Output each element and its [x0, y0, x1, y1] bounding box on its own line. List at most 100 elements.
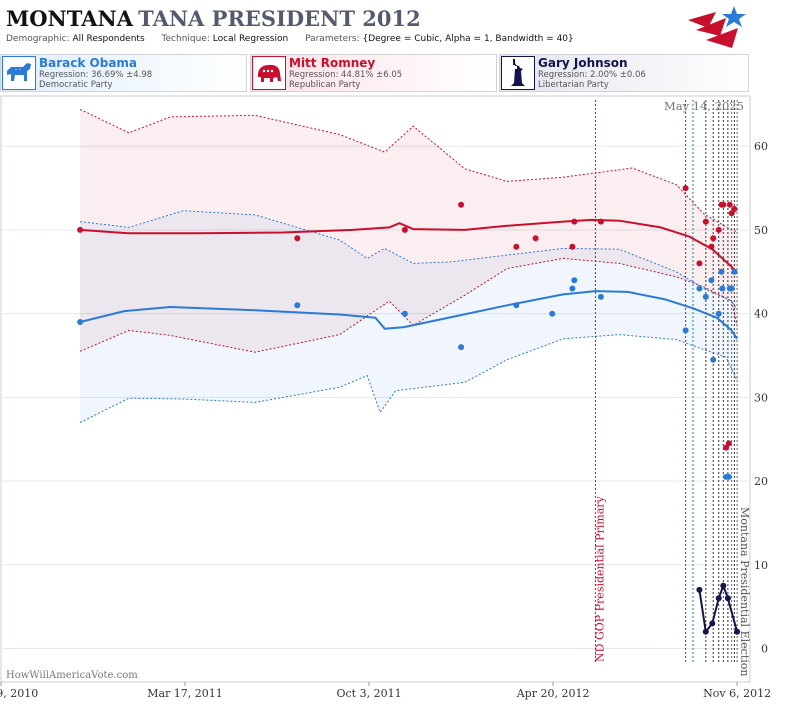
y-tick-label: 30 — [754, 391, 768, 404]
poll-point-obama — [569, 285, 576, 292]
annotation-election-label: Montana Presidential Election — [738, 507, 751, 676]
legend: Barack Obama Regression: 36.69% ±4.98 De… — [0, 54, 749, 92]
poll-point-johnson — [720, 582, 727, 589]
chart-title: MONTANA TANA PRESIDENT 2012 — [6, 6, 421, 34]
band-upper-obama — [80, 210, 738, 310]
parameters-label: Parameters: — [305, 34, 360, 44]
poll-point-romney — [458, 201, 465, 208]
demographic-value: All Respondents — [72, 34, 145, 44]
poll-point-romney — [401, 226, 408, 233]
poll-point-obama — [728, 285, 735, 292]
poll-point-romney — [513, 243, 520, 250]
x-tick-label: Mar 17, 2011 — [147, 687, 223, 700]
poll-point-romney — [725, 440, 732, 447]
technique-value: Local Regression — [212, 34, 289, 44]
band-lower-romney — [79, 257, 738, 353]
y-tick-label: 0 — [761, 643, 768, 656]
statue-of-liberty-icon — [501, 56, 535, 90]
poll-point-johnson — [696, 586, 703, 593]
confidence-band-obama — [80, 210, 738, 423]
poll-point-romney — [720, 201, 727, 208]
legend-party-johnson: Libertarian Party — [538, 80, 609, 90]
legend-name-obama: Barack Obama — [39, 56, 138, 70]
y-axis-ticks: 0 10 20 30 40 50 60 — [754, 140, 768, 655]
legend-regression-obama: Regression: 36.69% ±4.98 — [39, 70, 153, 80]
poll-point-romney — [569, 243, 576, 250]
poll-point-obama — [294, 302, 301, 309]
legend-name-johnson: Gary Johnson — [538, 56, 628, 70]
band-lower-obama — [79, 334, 738, 423]
legend-item-johnson: Gary Johnson Regression: 2.00% ±0.06 Lib… — [499, 54, 749, 92]
parameters-value: {Degree = Cubic, Alpha = 1, Bandwidth = … — [362, 34, 574, 44]
poll-point-romney — [702, 218, 709, 225]
poll-point-obama — [731, 268, 738, 275]
poll-point-obama — [715, 310, 722, 317]
legend-party-obama: Democratic Party — [39, 80, 113, 90]
legend-regression-romney: Regression: 44.81% ±6.05 — [289, 70, 403, 80]
date-stamp: May 14, 2025 — [664, 99, 744, 113]
poll-point-romney — [726, 201, 733, 208]
legend-party-romney: Republican Party — [289, 80, 361, 90]
site-credit: HowWillAmericaVote.com — [6, 670, 138, 681]
poll-point-romney — [294, 235, 301, 242]
poll-point-obama — [719, 285, 726, 292]
poll-point-romney — [715, 226, 722, 233]
x-tick-label: Aug 29, 2010 — [0, 687, 38, 700]
poll-point-obama — [401, 310, 408, 317]
donkey-icon — [2, 56, 36, 90]
title-state: MONTANA — [6, 6, 133, 31]
poll-point-romney — [696, 260, 703, 267]
confidence-bands — [79, 108, 738, 423]
x-tick-label: Oct 3, 2011 — [337, 687, 402, 700]
poll-point-johnson — [715, 595, 722, 602]
poll-point-johnson — [702, 628, 709, 635]
plot-frame — [0, 95, 751, 683]
poll-point-obama — [702, 293, 709, 300]
annotation-primary-label: ND GOP Presidential Primary — [593, 495, 606, 662]
y-tick-label: 60 — [754, 140, 768, 153]
technique-label: Technique: — [161, 34, 210, 44]
legend-regression-johnson: Regression: 2.00% ±0.06 — [538, 70, 646, 80]
event-lines — [594, 100, 738, 664]
x-axis-ticks: Aug 29, 2010 Mar 17, 2011 Oct 3, 2011 Apr 2… — [0, 682, 771, 700]
demographic-label: Demographic: — [6, 34, 70, 44]
poll-point-romney — [682, 185, 689, 192]
poll-point-obama — [710, 356, 717, 363]
star-flag-logo-icon — [688, 6, 746, 48]
poll-point-romney — [708, 243, 715, 250]
poll-point-johnson — [724, 595, 731, 602]
title-race: TANA PRESIDENT 2012 — [138, 6, 421, 31]
poll-point-obama — [77, 319, 84, 325]
elephant-icon — [252, 56, 286, 90]
trend-line-obama — [79, 290, 738, 340]
poll-point-romney — [571, 218, 578, 225]
parameters-line: Demographic: All Respondents Technique: … — [6, 34, 588, 44]
poll-point-obama — [458, 344, 465, 351]
trend-line-romney — [80, 218, 738, 275]
poll-point-obama — [708, 277, 715, 284]
poll-point-romney — [731, 206, 738, 212]
y-tick-label: 10 — [754, 559, 768, 572]
poll-points — [77, 185, 741, 635]
poll-point-obama — [549, 310, 556, 317]
y-tick-label: 20 — [754, 475, 768, 488]
poll-point-johnson — [709, 620, 716, 627]
y-tick-label: 40 — [754, 308, 768, 321]
legend-item-romney: Mitt Romney Regression: 44.81% ±6.05 Rep… — [250, 54, 497, 92]
poll-point-obama — [597, 293, 604, 300]
poll-point-obama — [571, 277, 578, 284]
poll-point-romney — [77, 226, 84, 233]
confidence-band-romney — [80, 109, 738, 353]
poll-point-romney — [532, 235, 539, 242]
grid-lines — [1, 145, 750, 650]
poll-point-obama — [682, 327, 689, 334]
poll-point-johnson — [734, 628, 741, 635]
y-tick-label: 50 — [754, 224, 768, 237]
x-tick-label: Nov 6, 2012 — [703, 687, 771, 700]
legend-name-romney: Mitt Romney — [289, 56, 376, 70]
poll-point-obama — [513, 302, 520, 309]
x-tick-label: Apr 20, 2012 — [516, 687, 590, 700]
poll-point-obama — [718, 268, 725, 275]
legend-item-obama: Barack Obama Regression: 36.69% ±4.98 De… — [0, 54, 247, 92]
